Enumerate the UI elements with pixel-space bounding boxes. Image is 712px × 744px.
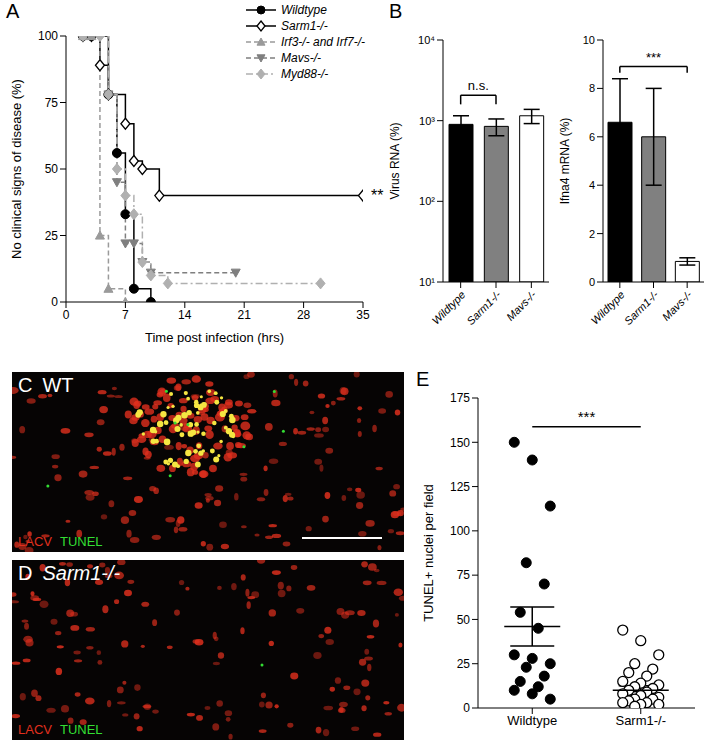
svg-text:100: 100 — [450, 524, 470, 538]
svg-text:Wildtype: Wildtype — [507, 713, 557, 728]
html-text:D: D — [18, 562, 33, 584]
svg-text:n.s.: n.s. — [468, 78, 489, 93]
svg-text:150: 150 — [450, 436, 470, 450]
html-text:B: B — [389, 0, 403, 22]
svg-text:***: *** — [578, 408, 596, 425]
svg-text:Sarm1-/-: Sarm1-/- — [615, 713, 666, 728]
svg-text:0: 0 — [51, 295, 58, 309]
svg-text:75: 75 — [457, 568, 471, 582]
svg-text:Wildtype: Wildtype — [429, 288, 467, 326]
svg-text:0: 0 — [63, 308, 70, 322]
svg-text:4: 4 — [589, 179, 595, 191]
html-text:TUNEL: TUNEL — [60, 722, 103, 737]
svg-text:Virus RNA (%): Virus RNA (%) — [388, 122, 402, 199]
html-text:TUNEL: TUNEL — [60, 534, 103, 549]
svg-text:21: 21 — [238, 308, 252, 322]
html-text:E: E — [416, 368, 430, 390]
svg-text:7: 7 — [122, 308, 129, 322]
svg-text:14: 14 — [178, 308, 192, 322]
svg-text:2: 2 — [589, 228, 595, 240]
svg-text:No clinical signs of disease (: No clinical signs of disease (%) — [9, 79, 24, 259]
svg-text:Wildtype: Wildtype — [589, 288, 627, 326]
svg-text:10¹: 10¹ — [419, 276, 435, 288]
html-text:Wildtype: Wildtype — [281, 3, 327, 17]
svg-text:10³: 10³ — [419, 115, 435, 127]
html-text:Irf3-/- and Irf7-/-: Irf3-/- and Irf7-/- — [281, 35, 365, 49]
svg-text:0: 0 — [589, 276, 595, 288]
html-text:C: C — [18, 374, 33, 396]
html-text:Sarm1-/-: Sarm1-/- — [281, 19, 328, 33]
svg-text:Mavs-/-: Mavs-/- — [504, 288, 539, 323]
svg-text:125: 125 — [450, 480, 470, 494]
svg-text:6: 6 — [589, 131, 595, 143]
svg-text:35: 35 — [356, 308, 370, 322]
html-text:Myd88-/-: Myd88-/- — [281, 67, 329, 81]
svg-text:75: 75 — [45, 96, 59, 110]
svg-text:25: 25 — [45, 229, 59, 243]
svg-text:Ifna4 mRNA (%): Ifna4 mRNA (%) — [558, 118, 572, 205]
svg-text:25: 25 — [457, 657, 471, 671]
svg-text:175: 175 — [450, 391, 470, 405]
html-text:Mavs-/-: Mavs-/- — [281, 51, 321, 65]
svg-text:50: 50 — [457, 613, 471, 627]
svg-text:Time post infection (hrs): Time post infection (hrs) — [145, 330, 284, 345]
svg-text:0: 0 — [463, 701, 470, 715]
html-text:A: A — [6, 0, 20, 22]
svg-text:28: 28 — [297, 308, 311, 322]
html-text:Sarm1-/-: Sarm1-/- — [42, 562, 121, 584]
svg-text:8: 8 — [589, 82, 595, 94]
svg-text:100: 100 — [38, 29, 58, 43]
svg-text:***: *** — [646, 50, 661, 65]
html-text:WT: WT — [42, 374, 74, 396]
html-text:LACV: LACV — [18, 722, 52, 737]
svg-text:10: 10 — [583, 34, 595, 46]
svg-text:Mavs-/-: Mavs-/- — [660, 288, 695, 323]
svg-text:10⁴: 10⁴ — [418, 34, 435, 46]
html-text:LACV: LACV — [18, 534, 52, 549]
svg-text:10²: 10² — [419, 195, 435, 207]
svg-text:Sarm1-/-: Sarm1-/- — [464, 288, 503, 327]
svg-text:TUNEL+ nuclei per field: TUNEL+ nuclei per field — [421, 484, 436, 622]
svg-text:Sarm1-/-: Sarm1-/- — [622, 288, 661, 327]
svg-text:50: 50 — [45, 162, 59, 176]
svg-text:**: ** — [371, 187, 383, 204]
